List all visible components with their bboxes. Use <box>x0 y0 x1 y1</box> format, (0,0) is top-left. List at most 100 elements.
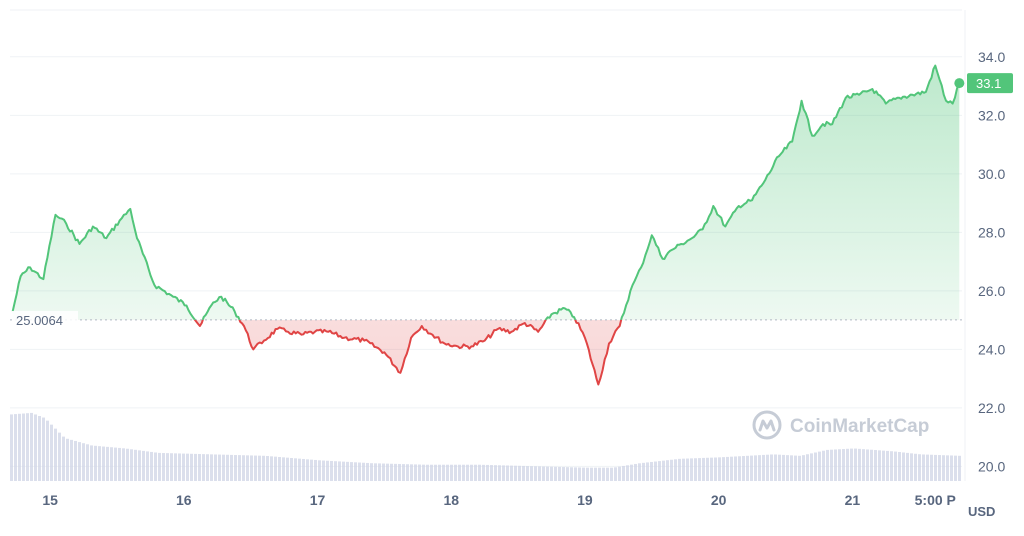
volume-bar <box>134 449 137 481</box>
volume-bar <box>638 463 641 481</box>
volume-bar <box>390 463 393 481</box>
volume-bar <box>378 463 381 481</box>
volume-bar <box>62 436 65 481</box>
volume-bar <box>226 454 229 481</box>
volume-bar <box>118 447 121 481</box>
volume-bar <box>410 464 413 481</box>
watermark-text: CoinMarketCap <box>790 416 929 437</box>
volume-bar <box>786 455 789 481</box>
volume-bar <box>38 415 41 481</box>
volume-bar <box>682 458 685 481</box>
volume-bar <box>666 460 669 481</box>
volume-bar <box>402 464 405 481</box>
volume-bar <box>290 457 293 481</box>
volume-bar <box>422 464 425 481</box>
area-down <box>194 319 622 385</box>
volume-bars <box>10 412 961 481</box>
watermark: CoinMarketCap <box>752 410 929 440</box>
volume-bar <box>846 448 849 481</box>
volume-bar <box>534 466 537 481</box>
area-up <box>12 65 960 320</box>
volume-bar <box>810 453 813 481</box>
volume-bar <box>774 454 777 481</box>
volume-bar <box>854 448 857 481</box>
volume-bar <box>762 454 765 481</box>
volume-bar <box>954 455 957 481</box>
volume-bar <box>758 455 761 481</box>
volume-bar <box>262 455 265 481</box>
volume-bar <box>94 445 97 481</box>
volume-bar <box>214 454 217 481</box>
volume-bar <box>462 464 465 481</box>
volume-bar <box>114 447 117 481</box>
volume-bar <box>698 458 701 481</box>
volume-bar <box>554 466 557 481</box>
volume-bar <box>350 462 353 481</box>
volume-bar <box>606 467 609 481</box>
volume-bar <box>238 455 241 481</box>
volume-bar <box>346 461 349 481</box>
volume-bar <box>690 458 693 481</box>
volume-bar <box>394 463 397 481</box>
volume-bar <box>938 455 941 481</box>
volume-bar <box>234 455 237 481</box>
volume-bar <box>274 456 277 481</box>
volume-bar <box>830 449 833 481</box>
volume-bar <box>706 457 709 481</box>
volume-bar <box>474 464 477 481</box>
volume-bar <box>890 451 893 481</box>
last-price-dot <box>954 78 965 89</box>
volume-bar <box>922 454 925 481</box>
volume-bar <box>594 467 597 481</box>
volume-bar <box>250 455 253 481</box>
volume-bar <box>930 454 933 481</box>
volume-bar <box>70 439 73 481</box>
volume-bar <box>870 449 873 481</box>
volume-bar <box>242 455 245 481</box>
volume-bar <box>98 446 101 481</box>
volume-bar <box>882 450 885 481</box>
volume-bar <box>218 454 221 481</box>
volume-bar <box>438 464 441 481</box>
volume-bar <box>434 464 437 481</box>
volume-bar <box>190 453 193 481</box>
volume-bar <box>466 464 469 481</box>
volume-bar <box>950 455 953 481</box>
volume-bar <box>78 442 81 481</box>
volume-bar <box>510 465 513 481</box>
volume-bar <box>942 455 945 481</box>
current-price-tag <box>967 73 1013 94</box>
volume-bar <box>670 459 673 481</box>
volume-bar <box>746 455 749 481</box>
volume-bar <box>622 465 625 481</box>
volume-bar <box>902 452 905 481</box>
volume-bar <box>146 451 149 481</box>
volume-bar <box>366 462 369 481</box>
volume-bar <box>794 455 797 481</box>
volume-bar <box>362 462 365 481</box>
volume-bar <box>294 458 297 481</box>
volume-bar <box>910 453 913 481</box>
volume-bar <box>222 454 225 481</box>
volume-bar <box>386 463 389 481</box>
volume-bar <box>550 466 553 481</box>
volume-bar <box>354 462 357 481</box>
volume-bar <box>102 446 105 481</box>
volume-bar <box>498 465 501 481</box>
line-up <box>11 64 961 320</box>
volume-bar <box>246 455 249 481</box>
volume-bar <box>714 457 717 481</box>
volume-bar <box>50 424 53 481</box>
volume-bar <box>542 466 545 481</box>
volume-bar <box>458 464 461 481</box>
volume-bar <box>470 464 473 481</box>
price-line-down <box>193 319 623 386</box>
volume-bar <box>570 467 573 481</box>
volume-bar <box>198 454 201 481</box>
volume-bar <box>838 449 841 481</box>
y-axis: 20.0 22.0 24.0 26.0 28.0 30.0 32.0 34.0 <box>978 49 1005 475</box>
x-tick-label: 5:00 P <box>915 492 956 508</box>
volume-bar <box>506 465 509 481</box>
x-tick-label: 18 <box>443 492 459 508</box>
volume-bar <box>34 414 37 481</box>
